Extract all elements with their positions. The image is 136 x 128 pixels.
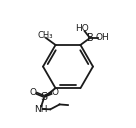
Text: CH₃: CH₃ [38,31,53,40]
Text: HO: HO [75,24,89,33]
Text: O: O [51,88,58,97]
Text: B: B [87,33,94,43]
Text: O: O [30,88,37,97]
Text: S: S [40,92,48,102]
Text: NH: NH [34,105,48,114]
Text: OH: OH [95,33,109,42]
